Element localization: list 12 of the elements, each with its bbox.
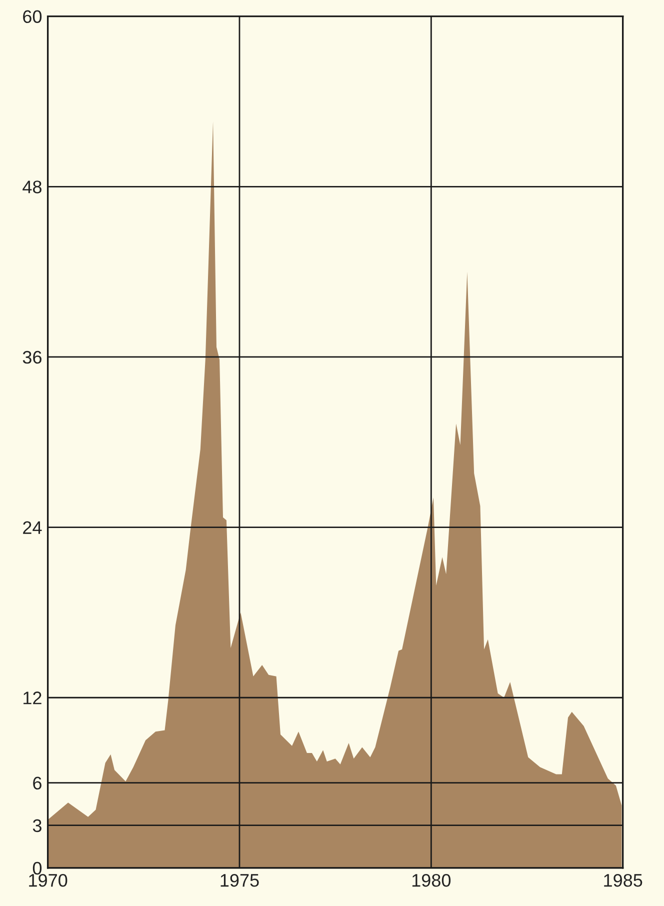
x-tick-label: 1980 — [412, 874, 451, 887]
y-tick-label: 36 — [22, 350, 42, 364]
x-tick-label: 1970 — [29, 874, 68, 887]
y-tick-label: 60 — [23, 10, 42, 24]
x-tick-label: 1985 — [604, 874, 642, 887]
y-tick-label: 24 — [23, 521, 42, 534]
y-tick-label: 12 — [24, 692, 42, 704]
y-tick-label: 6 — [33, 776, 42, 790]
x-tick-label: 1975 — [220, 874, 259, 887]
y-tick-label: 48 — [22, 180, 42, 194]
y-tick-label: 3 — [32, 819, 42, 832]
y-tick-label: 0 — [32, 862, 42, 875]
